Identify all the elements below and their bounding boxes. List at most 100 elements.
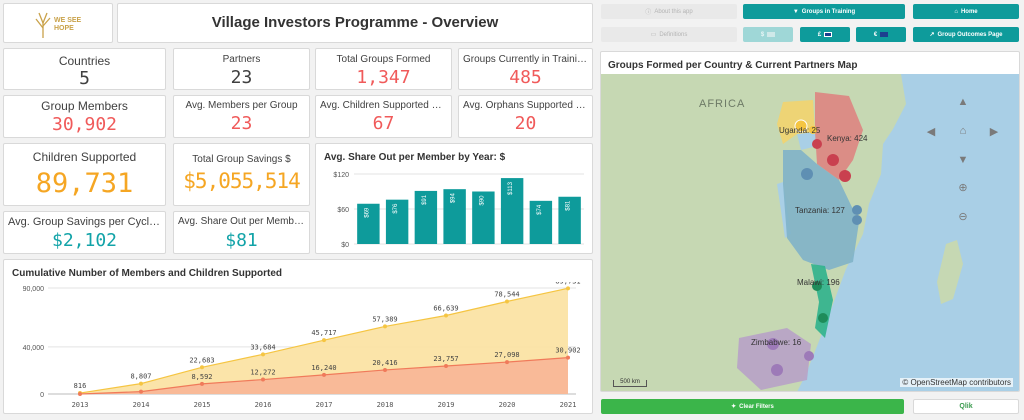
eu-flag-icon [880, 32, 889, 37]
map-label-zimbabwe: Zimbabwe: 16 [751, 338, 802, 347]
info-icon: ⓘ [645, 10, 652, 16]
kpi-avg-orphans[interactable]: Avg. Orphans Supported per ... 20 [458, 95, 593, 138]
data-point[interactable] [78, 392, 82, 396]
bar[interactable] [357, 203, 380, 244]
data-point[interactable] [200, 381, 204, 386]
kpi-countries[interactable]: Countries 5 [3, 48, 166, 90]
currency-usd-button[interactable]: $ [743, 27, 793, 42]
zoom-in-icon[interactable]: ⊕ [958, 182, 968, 194]
data-point[interactable] [383, 324, 387, 329]
data-point[interactable] [200, 365, 204, 370]
map-points[interactable] [767, 119, 862, 376]
group-outcomes-button[interactable]: ↗ Group Outcomes Page [913, 27, 1019, 42]
bar-chart[interactable]: $0 $60 $120 $69 $76 $91 $94 $90 $113 $74 $81 [316, 164, 592, 254]
home-view-icon[interactable]: ⌂ [959, 125, 967, 137]
data-point[interactable] [505, 360, 509, 365]
kpi-group-members[interactable]: Group Members 30,902 [3, 95, 166, 138]
data-point[interactable] [444, 313, 448, 318]
about-app-button[interactable]: ⓘ About this app [601, 4, 737, 19]
uk-flag-icon [824, 32, 833, 37]
lake-victoria [797, 132, 817, 150]
definitions-button[interactable]: ▭ Definitions [601, 27, 737, 42]
data-point[interactable] [139, 389, 143, 394]
kpi-total-savings[interactable]: Total Group Savings $ $5,055,514 [173, 143, 310, 206]
clear-filters-button[interactable]: ✦ Clear Filters [601, 399, 904, 414]
kpi-avg-members[interactable]: Avg. Members per Group 23 [173, 95, 310, 138]
data-label: 22,683 [189, 356, 214, 364]
zimbabwe-region [737, 328, 811, 390]
data-label: 8,807 [130, 373, 151, 381]
currency-label: € [873, 31, 878, 38]
bar-data-label: $76 [393, 203, 399, 214]
logo-icon [35, 12, 51, 38]
pan-down-icon[interactable]: ▼ [957, 154, 969, 166]
bar[interactable] [472, 191, 495, 245]
kpi-value: 89,731 [35, 168, 134, 199]
tanzania-region [783, 150, 859, 270]
x-tick-label: 2015 [194, 401, 211, 409]
currency-eur-button[interactable]: € [856, 27, 906, 42]
map-title: Groups Formed per Country & Current Part… [608, 60, 858, 71]
kpi-value: $81 [225, 230, 258, 251]
scale-label: 500 km [620, 379, 640, 385]
data-point[interactable] [444, 364, 448, 369]
kpi-value: 67 [372, 113, 395, 134]
zoom-out-icon[interactable]: ⊖ [958, 211, 968, 223]
kpi-children-supported[interactable]: Children Supported 89,731 [3, 143, 166, 206]
pan-right-icon[interactable]: ▶ [989, 126, 999, 138]
kpi-avg-savings-cycle[interactable]: Avg. Group Savings per Cycle $ $2,102 [3, 211, 166, 254]
data-point[interactable] [566, 355, 570, 360]
pan-left-icon[interactable]: ◀ [926, 126, 936, 138]
data-point[interactable] [505, 299, 509, 304]
kpi-label: Children Supported [32, 150, 137, 164]
kpi-label: Avg. Share Out per Member $ [178, 216, 309, 227]
home-button[interactable]: ⌂ Home [913, 4, 1019, 19]
kpi-total-groups[interactable]: Total Groups Formed 1,347 [315, 48, 452, 90]
kpi-label: Avg. Orphans Supported per ... [463, 100, 592, 111]
kpi-label: Countries [58, 54, 111, 68]
header-title-card: Village Investors Programme - Overview [117, 3, 593, 43]
kpi-value: $5,055,514 [183, 169, 300, 193]
kpi-label: Avg. Members per Group [185, 100, 298, 111]
bar-data-label: $91 [422, 194, 428, 205]
kpi-label: Groups Currently in Training [463, 54, 589, 65]
definitions-label: Definitions [659, 31, 688, 38]
data-point[interactable] [139, 381, 143, 386]
bar[interactable] [414, 190, 438, 244]
bar[interactable] [529, 200, 553, 244]
bar[interactable] [443, 189, 466, 244]
bar[interactable] [558, 196, 581, 244]
data-point[interactable] [261, 352, 265, 357]
bar-data-label: $81 [566, 200, 572, 211]
pan-up-icon[interactable]: ▲ [957, 96, 969, 108]
kpi-avg-shareout[interactable]: Avg. Share Out per Member $ $81 [173, 211, 310, 254]
chart-title: Avg. Share Out per Member by Year: $ [324, 152, 506, 163]
groups-training-label: Groups in Training [801, 8, 856, 15]
area-chart[interactable]: 0 40,000 90,000 816 8,807 22,683 33,684 45,717 5… [4, 282, 592, 414]
page-title: Village Investors Programme - Overview [211, 14, 499, 31]
kpi-groups-training[interactable]: Groups Currently in Training 485 [458, 48, 593, 90]
kpi-label: Avg. Children Supported per G... [320, 100, 451, 111]
x-tick-label: 2021 [560, 401, 577, 409]
currency-gbp-button[interactable]: £ [800, 27, 850, 42]
bar-data-label: $113 [508, 181, 514, 195]
data-point[interactable] [322, 338, 326, 343]
kpi-value: 23 [230, 67, 253, 88]
map-attribution[interactable]: © OpenStreetMap contributors [900, 378, 1013, 387]
about-label: About this app [654, 8, 693, 15]
map-canvas[interactable] [601, 74, 1019, 392]
kpi-avg-children[interactable]: Avg. Children Supported per G... 67 [315, 95, 452, 138]
bar[interactable] [500, 178, 524, 244]
bar[interactable] [385, 199, 409, 244]
y-tick-label: 90,000 [23, 286, 45, 293]
data-label: 23,757 [433, 355, 458, 363]
data-point[interactable] [566, 286, 570, 291]
currency-label: £ [817, 31, 822, 38]
filter-icon: ▼ [792, 8, 799, 15]
data-point[interactable] [261, 377, 265, 382]
data-point[interactable] [322, 372, 326, 377]
kpi-partners[interactable]: Partners 23 [173, 48, 310, 90]
data-label: 45,717 [311, 329, 336, 337]
groups-training-button[interactable]: ▼ Groups in Training [743, 4, 905, 19]
data-point[interactable] [383, 367, 387, 372]
